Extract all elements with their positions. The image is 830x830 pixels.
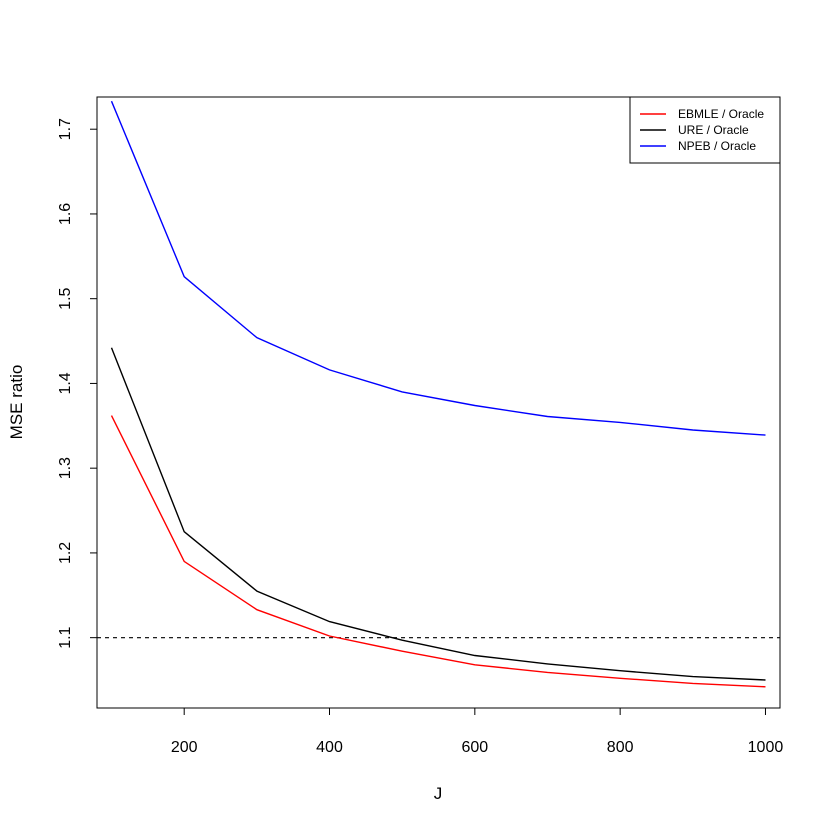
y-tick-label: 1.3 bbox=[57, 457, 74, 479]
x-axis-title: J bbox=[434, 784, 443, 803]
y-tick-label: 1.1 bbox=[57, 626, 74, 648]
series-layer bbox=[110, 100, 766, 688]
x-tick-label: 600 bbox=[461, 739, 488, 756]
y-tick-label: 1.2 bbox=[57, 542, 74, 564]
legend-label-1: URE / Oracle bbox=[678, 123, 749, 137]
y-axis-title: MSE ratio bbox=[7, 365, 26, 440]
y-tick-label: 1.6 bbox=[57, 203, 74, 225]
y-axis: 1.1 1.2 1.3 1.4 1.5 1.6 1.7 bbox=[57, 118, 98, 649]
series-line-2 bbox=[110, 100, 766, 436]
x-tick-label: 400 bbox=[316, 739, 343, 756]
series-line-0 bbox=[110, 415, 766, 688]
y-tick-label: 1.5 bbox=[57, 287, 74, 309]
plot-frame bbox=[96, 96, 781, 709]
legend-label-2: NPEB / Oracle bbox=[678, 139, 756, 153]
y-tick-label: 1.7 bbox=[57, 118, 74, 140]
x-axis: 200 400 600 800 1000 bbox=[171, 707, 784, 756]
legend-label-0: EBMLE / Oracle bbox=[678, 107, 764, 121]
y-tick-label: 1.4 bbox=[57, 372, 74, 394]
x-tick-label: 1000 bbox=[748, 739, 784, 756]
x-tick-label: 800 bbox=[607, 739, 634, 756]
legend: EBMLE / Oracle URE / Oracle NPEB / Oracle bbox=[629, 96, 781, 164]
series-line-1 bbox=[110, 347, 766, 681]
x-tick-label: 200 bbox=[171, 739, 198, 756]
